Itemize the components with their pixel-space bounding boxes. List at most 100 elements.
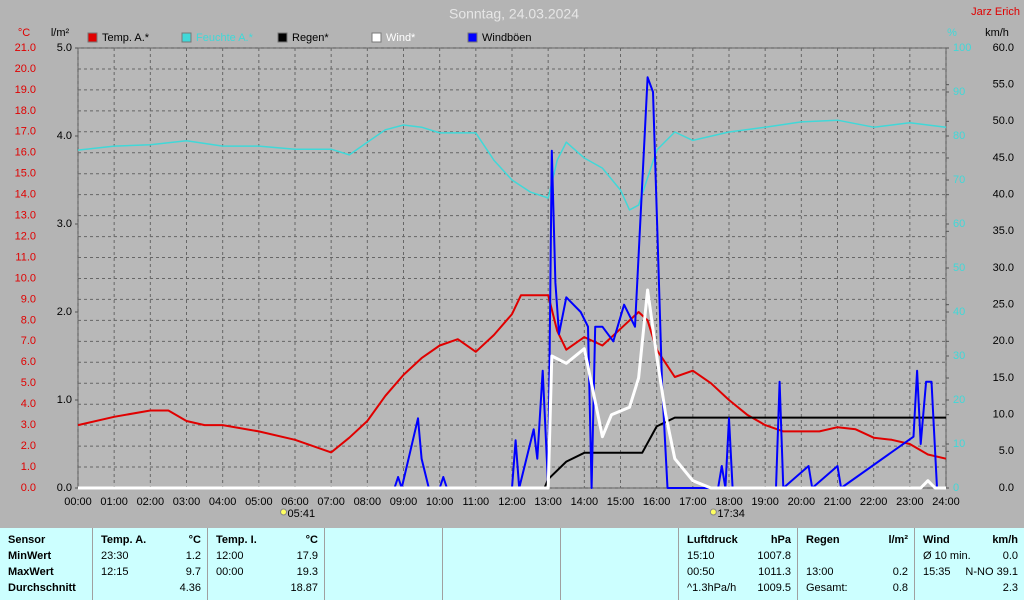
group-name: Wind [923, 534, 950, 546]
x-tick-label: 12:00 [498, 496, 526, 508]
y2-tick-label: 1.0 [57, 394, 72, 406]
row-value: 1009.5 [757, 582, 791, 594]
y3-tick-label: 20 [953, 394, 965, 406]
y2-tick-label: 3.0 [57, 218, 72, 230]
row-label: Durchschnitt [8, 582, 76, 594]
group-unit: °C [305, 534, 318, 546]
x-tick-label: 08:00 [354, 496, 382, 508]
y-tick-label: 15.0 [15, 168, 36, 180]
y4-tick-label: 55.0 [993, 79, 1014, 91]
x-tick-label: 11:00 [462, 496, 489, 508]
y-tick-label: 18.0 [15, 105, 36, 117]
y-tick-label: 6.0 [21, 356, 36, 368]
row-time: ^1.3hPa/h [687, 582, 737, 594]
y3-tick-label: 100 [953, 42, 971, 54]
group-name: Temp. I. [216, 534, 257, 546]
group-column: Regen l/m² 13:00 0.2 Gesamt: 0.8 [797, 528, 914, 600]
group-column: Temp. I. °C 12:00 17.9 00:00 19.3 18.87 [207, 528, 324, 600]
row-value: N-NO 39.1 [965, 566, 1018, 578]
y-axis-label: °C [18, 27, 30, 39]
row-value: 17.9 [296, 550, 318, 562]
x-tick-label: 09:00 [390, 496, 418, 508]
x-tick-label: 01:00 [100, 496, 128, 508]
group-unit: °C [188, 534, 201, 546]
row-label: MaxWert [8, 566, 54, 578]
y-tick-label: 5.0 [21, 377, 36, 389]
x-tick-label: 05:00 [245, 496, 273, 508]
x-tick-label: 20:00 [788, 496, 816, 508]
legend-swatch [371, 32, 382, 43]
y4-tick-label: 5.0 [999, 445, 1014, 457]
y-tick-label: 17.0 [15, 126, 36, 138]
y4-tick-label: 30.0 [993, 262, 1014, 274]
y4-tick-label: 40.0 [993, 189, 1014, 201]
y-tick-label: 13.0 [15, 210, 36, 222]
x-tick-label: 23:00 [896, 496, 924, 508]
row-time: 15:10 [687, 550, 715, 562]
y3-tick-label: 10 [953, 438, 965, 450]
y4-tick-label: 45.0 [993, 152, 1014, 164]
row-value: 9.7 [185, 566, 201, 578]
y-tick-label: 21.0 [15, 42, 36, 54]
empty-column [324, 528, 442, 600]
group-unit: l/m² [888, 534, 908, 546]
table-header: Sensor [8, 534, 46, 546]
group-column: Luftdruck hPa 15:10 1007.8 00:50 1011.3 ^1.3hP… [678, 528, 797, 600]
x-tick-label: 13:00 [534, 496, 562, 508]
y3-tick-label: 0 [953, 482, 959, 494]
group-name: Luftdruck [687, 534, 738, 546]
y4-tick-label: 0.0 [999, 482, 1014, 494]
y-tick-label: 12.0 [15, 230, 36, 242]
row-value: 1011.3 [758, 566, 791, 578]
sensor-column: Sensor MinWert MaxWert Durchschnitt [0, 528, 92, 600]
credit: Jarz Erich [971, 6, 1020, 18]
y3-tick-label: 90 [953, 86, 965, 98]
row-time: Ø 10 min. [923, 550, 971, 562]
empty-column [442, 528, 560, 600]
group-unit: hPa [770, 534, 791, 546]
x-tick-label: 04:00 [209, 496, 237, 508]
y4-axis-label: km/h [985, 27, 1009, 39]
row-value: 4.36 [179, 582, 201, 594]
legend-label: Regen* [292, 32, 329, 44]
x-tick-label: 07:00 [317, 496, 345, 508]
y4-tick-label: 35.0 [993, 225, 1014, 237]
legend-label: Wind* [386, 32, 416, 44]
legend-label: Feuchte A.* [196, 32, 254, 44]
y2-tick-label: 4.0 [57, 130, 72, 142]
legend-swatch [181, 32, 192, 43]
y4-tick-label: 10.0 [993, 409, 1014, 421]
stats-table: Sensor MinWert MaxWert Durchschnitt Temp. A.… [0, 528, 1024, 600]
y4-tick-label: 50.0 [993, 115, 1014, 127]
y-tick-label: 19.0 [15, 84, 36, 96]
x-tick-label: 02:00 [137, 496, 165, 508]
series-line [77, 119, 947, 211]
empty-column [560, 528, 678, 600]
y-tick-label: 11.0 [15, 251, 36, 263]
x-tick-label: 06:00 [281, 496, 309, 508]
sunset-icon [709, 508, 717, 516]
y-tick-label: 0.0 [21, 482, 36, 494]
y3-axis-label: % [947, 27, 957, 39]
y2-axis-label: l/m² [51, 27, 70, 39]
row-time: 23:30 [101, 550, 129, 562]
y3-tick-label: 40 [953, 306, 965, 318]
row-value: 19.3 [296, 566, 318, 578]
x-tick-label: 21:00 [824, 496, 852, 508]
x-tick-label: 00:00 [64, 496, 92, 508]
legend-swatch [277, 32, 288, 43]
group-unit: km/h [992, 534, 1018, 546]
series-line [78, 416, 946, 489]
group-column: Wind km/h Ø 10 min. 0.0 15:35 N-NO 39.1 2.3 [914, 528, 1024, 600]
row-value: 18.87 [290, 582, 318, 594]
x-tick-label: 10:00 [426, 496, 454, 508]
series-line [77, 294, 947, 460]
chart-title: Sonntag, 24.03.2024 [449, 6, 579, 22]
legend-swatch [467, 32, 478, 43]
y3-tick-label: 50 [953, 262, 965, 274]
x-tick-label: 22:00 [860, 496, 888, 508]
row-time: 00:00 [216, 566, 244, 578]
y4-tick-label: 20.0 [993, 335, 1014, 347]
row-time: 00:50 [687, 566, 715, 578]
